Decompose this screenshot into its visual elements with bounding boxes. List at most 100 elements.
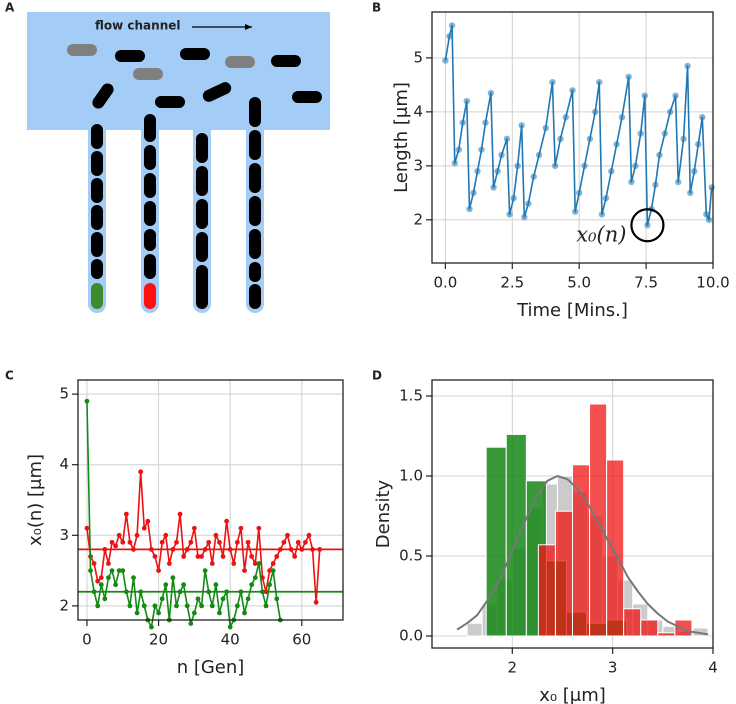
x-axis-label: x₀ [μm] bbox=[539, 685, 606, 704]
point bbox=[199, 554, 204, 559]
hist-bar bbox=[485, 446, 507, 637]
x-tick-label: 20 bbox=[149, 631, 168, 649]
cell bbox=[115, 50, 145, 62]
point bbox=[202, 547, 208, 552]
point bbox=[206, 539, 212, 545]
point bbox=[88, 568, 93, 573]
point bbox=[227, 547, 233, 552]
cell bbox=[144, 229, 156, 251]
point bbox=[569, 87, 576, 94]
hist-bar bbox=[640, 619, 659, 637]
point bbox=[123, 511, 129, 517]
point bbox=[535, 151, 543, 159]
point bbox=[177, 511, 183, 517]
point bbox=[184, 547, 190, 552]
x-axis-label: Time [Mins.] bbox=[516, 300, 628, 321]
cell bbox=[249, 284, 261, 309]
cell bbox=[144, 254, 156, 279]
series-line bbox=[444, 24, 713, 227]
point bbox=[575, 189, 583, 197]
point bbox=[525, 200, 532, 207]
point bbox=[159, 596, 165, 602]
point bbox=[188, 539, 194, 545]
y-tick-label: 1.5 bbox=[399, 387, 423, 405]
point bbox=[102, 547, 108, 552]
point bbox=[163, 532, 169, 538]
point bbox=[213, 582, 219, 588]
cell bbox=[91, 232, 103, 257]
point bbox=[562, 114, 570, 121]
point bbox=[675, 178, 682, 186]
cell bbox=[225, 56, 255, 68]
cell bbox=[249, 97, 261, 127]
point bbox=[242, 610, 247, 616]
x-axis-label: n [Gen] bbox=[177, 657, 245, 678]
point bbox=[120, 568, 126, 573]
x-tick-label: 5.0 bbox=[567, 274, 591, 292]
cell bbox=[249, 262, 261, 282]
point bbox=[252, 575, 258, 581]
trench-cells bbox=[91, 97, 261, 309]
point bbox=[632, 162, 639, 170]
point bbox=[252, 561, 258, 566]
axes-frame bbox=[77, 379, 344, 621]
point bbox=[288, 547, 294, 552]
point bbox=[267, 568, 272, 573]
y-tick-label: 0.5 bbox=[399, 547, 423, 565]
point bbox=[687, 189, 694, 197]
point bbox=[152, 554, 158, 559]
point bbox=[131, 547, 136, 552]
y-tick-label: 5 bbox=[413, 48, 423, 66]
point bbox=[84, 398, 90, 404]
x-tick-label: 0 bbox=[82, 631, 92, 649]
point bbox=[174, 603, 179, 609]
point bbox=[551, 162, 559, 170]
point bbox=[263, 603, 269, 609]
point bbox=[586, 135, 594, 143]
point bbox=[156, 610, 161, 616]
point bbox=[209, 561, 215, 566]
y-tick-label: 2 bbox=[413, 210, 423, 228]
point bbox=[195, 596, 201, 602]
cell bbox=[67, 44, 97, 56]
hist-bar bbox=[537, 544, 556, 637]
point bbox=[231, 561, 237, 566]
point bbox=[163, 582, 169, 588]
point bbox=[618, 114, 626, 121]
point bbox=[170, 575, 176, 581]
point bbox=[267, 582, 272, 588]
point bbox=[220, 554, 226, 559]
point bbox=[191, 610, 197, 616]
point bbox=[181, 554, 187, 559]
density-curve bbox=[456, 475, 709, 636]
cell bbox=[249, 229, 261, 259]
y-tick-label: 0.0 bbox=[399, 627, 423, 645]
hist-bar bbox=[466, 622, 483, 637]
point bbox=[145, 518, 151, 524]
cell bbox=[91, 124, 103, 149]
point bbox=[455, 146, 462, 153]
x-tick-label: 2.5 bbox=[500, 274, 524, 292]
point bbox=[188, 621, 194, 626]
point bbox=[672, 92, 679, 99]
point bbox=[451, 159, 458, 167]
flow-arrow-head bbox=[245, 24, 252, 30]
point bbox=[141, 603, 147, 609]
x-tick-label: 2 bbox=[508, 659, 518, 677]
point bbox=[270, 561, 276, 566]
series-line bbox=[86, 401, 282, 628]
x-tick-label: 0.0 bbox=[433, 274, 457, 292]
point bbox=[152, 603, 158, 609]
point bbox=[184, 603, 190, 609]
y-tick-label: 2 bbox=[59, 596, 69, 614]
point bbox=[220, 596, 226, 602]
cell-green bbox=[91, 283, 103, 309]
x-tick-label: 40 bbox=[221, 631, 240, 649]
point bbox=[224, 589, 230, 595]
point bbox=[310, 547, 315, 552]
point bbox=[666, 108, 674, 116]
point bbox=[202, 568, 208, 573]
point bbox=[95, 603, 101, 609]
point bbox=[98, 582, 104, 588]
